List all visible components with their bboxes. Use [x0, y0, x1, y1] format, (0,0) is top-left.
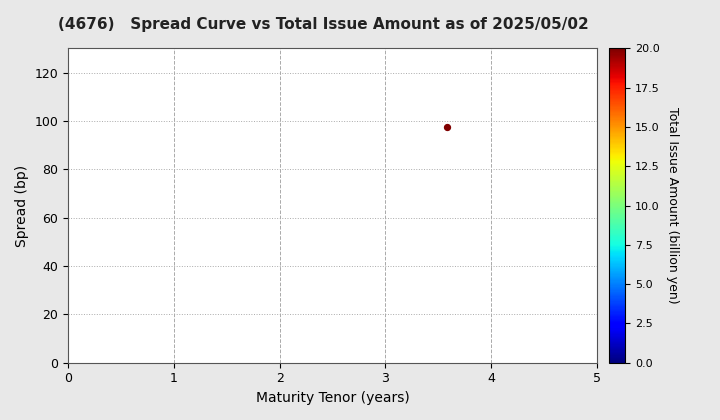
- Text: (4676)   Spread Curve vs Total Issue Amount as of 2025/05/02: (4676) Spread Curve vs Total Issue Amoun…: [58, 17, 588, 32]
- Y-axis label: Spread (bp): Spread (bp): [15, 165, 29, 247]
- X-axis label: Maturity Tenor (years): Maturity Tenor (years): [256, 391, 409, 405]
- Point: [441, 123, 452, 130]
- Y-axis label: Total Issue Amount (billion yen): Total Issue Amount (billion yen): [666, 107, 679, 304]
